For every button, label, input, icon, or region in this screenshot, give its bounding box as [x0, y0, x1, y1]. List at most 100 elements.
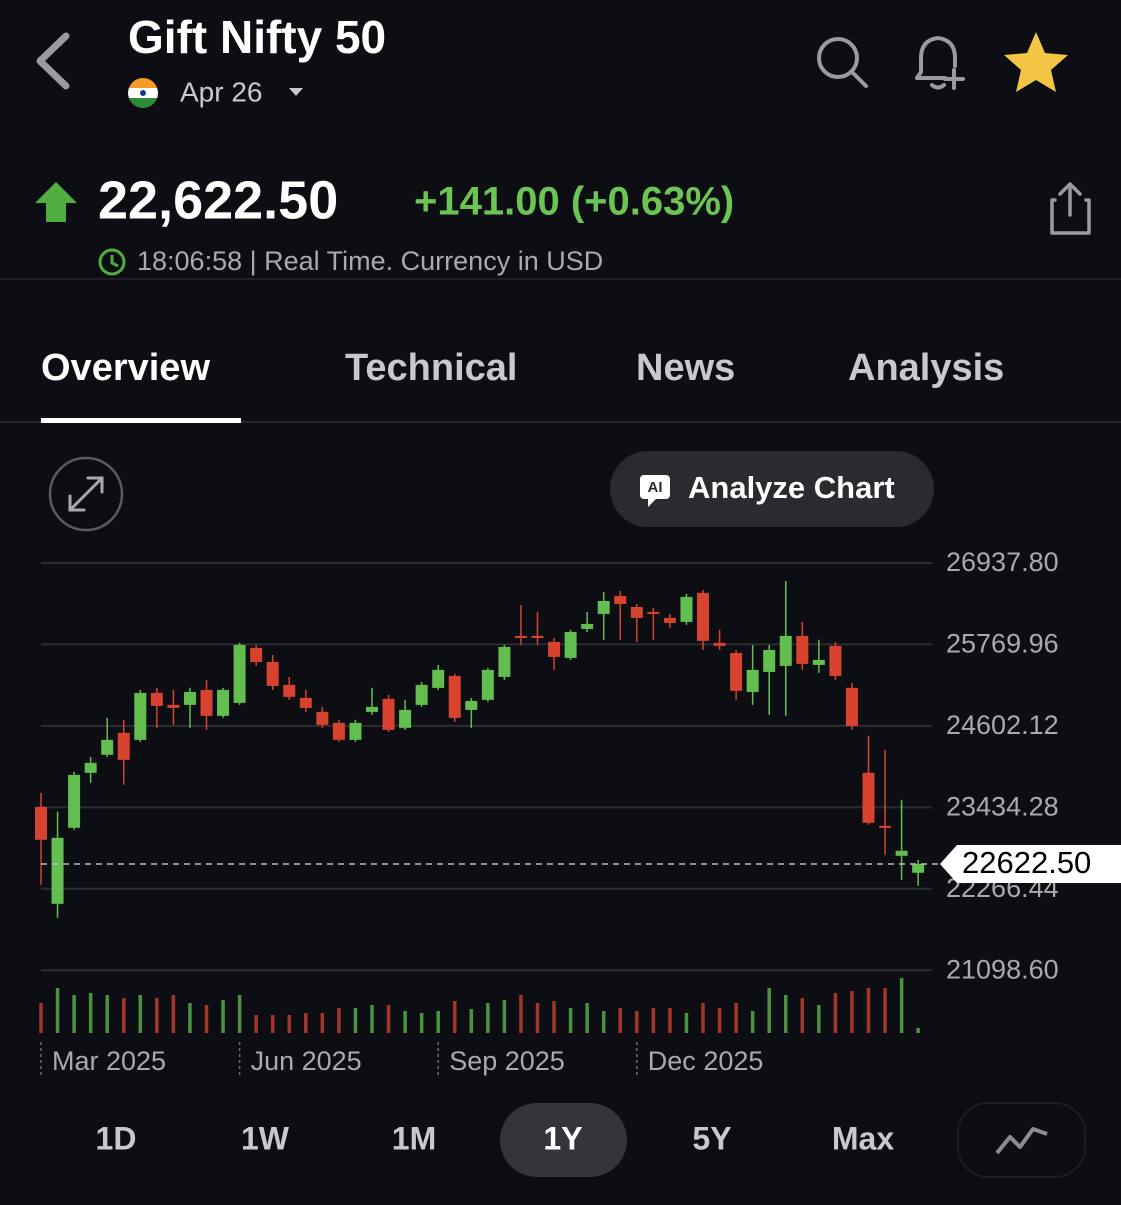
candle-body — [134, 692, 147, 740]
candle-body — [912, 863, 925, 873]
line-chart-icon[interactable] — [995, 1127, 1048, 1155]
price: 22,622.50 — [98, 170, 338, 230]
title: Gift Nifty 50 — [128, 11, 386, 63]
analyze-chart-button[interactable] — [610, 451, 934, 527]
back-button[interactable] — [36, 32, 70, 90]
volume-bar — [453, 1001, 457, 1033]
ai-badge-tail — [648, 499, 656, 507]
volume-bar — [486, 1003, 490, 1033]
candle-body — [829, 645, 842, 676]
volume-bar — [916, 1028, 920, 1033]
ai-badge — [640, 475, 670, 499]
range-button[interactable]: 5Y — [692, 1120, 731, 1156]
range-button[interactable]: 1W — [241, 1120, 290, 1156]
candle-body — [316, 711, 329, 725]
chart-style-button[interactable] — [957, 1102, 1086, 1178]
candle-body — [746, 669, 759, 692]
candle-body — [597, 600, 610, 614]
range-button[interactable]: Max — [832, 1120, 894, 1156]
active-tab-underline — [41, 418, 241, 423]
range-button[interactable]: 1M — [392, 1120, 436, 1156]
volume-bar — [601, 1011, 606, 1033]
volume-bar — [403, 1011, 407, 1033]
dropdown-caret[interactable] — [289, 88, 303, 96]
range-button[interactable]: 1Y — [543, 1120, 582, 1156]
volume-bar — [817, 1005, 821, 1033]
candle-body — [630, 606, 643, 618]
chart: 26937.8025769.9624602.1223434.2822266.44… — [35, 547, 1121, 1076]
alert-icon[interactable] — [915, 36, 965, 90]
volume-bar — [122, 998, 126, 1033]
volume-bar — [254, 1015, 258, 1033]
watchlist-star[interactable] — [1004, 32, 1068, 92]
candle-body — [84, 762, 97, 773]
volume-bar — [171, 995, 176, 1033]
volume-bar — [750, 1011, 755, 1033]
share-icon[interactable] — [1050, 182, 1091, 235]
candle-body — [432, 669, 445, 688]
tab[interactable]: Technical — [345, 347, 517, 389]
volume-bar — [386, 1005, 391, 1033]
search-icon[interactable] — [817, 37, 868, 88]
tab[interactable]: Overview — [41, 347, 210, 389]
y-tick-label: 24602.12 — [946, 710, 1059, 740]
volume-bar — [635, 1011, 639, 1033]
volume-bar — [833, 993, 838, 1033]
active-range-pill — [500, 1103, 627, 1177]
candle-body — [796, 635, 809, 664]
volume-bar — [155, 998, 159, 1033]
volume-bar — [519, 995, 523, 1033]
range-button[interactable]: 1D — [96, 1120, 137, 1156]
candle-body — [101, 739, 114, 755]
volume-bar — [784, 995, 788, 1033]
candle-body — [548, 641, 561, 657]
candle-body — [845, 687, 858, 726]
y-tick-label: 25769.96 — [946, 629, 1059, 659]
volume-bar — [883, 988, 887, 1033]
volume-bar — [618, 1008, 622, 1033]
candle-body — [299, 697, 312, 708]
candle-body — [581, 623, 594, 629]
tab[interactable]: News — [636, 347, 735, 389]
volume-bar — [734, 1003, 738, 1033]
volume-bar — [800, 998, 805, 1033]
y-tick-label: 21098.60 — [946, 954, 1059, 984]
flag-india — [128, 78, 158, 108]
x-tick-label: Dec 2025 — [648, 1046, 764, 1076]
up-arrow — [35, 182, 77, 222]
candle-body — [200, 689, 213, 716]
candle-body — [895, 850, 908, 856]
volume-bar — [436, 1011, 440, 1033]
volume-bar — [204, 1005, 209, 1033]
tab[interactable]: Analysis — [848, 347, 1004, 389]
candle-body — [250, 647, 263, 662]
volume-bar — [287, 1015, 291, 1033]
candle-body — [332, 722, 345, 740]
volume-bar — [270, 1015, 275, 1033]
candle-body — [266, 661, 279, 686]
candle-body — [382, 698, 395, 730]
volume-bar — [55, 988, 60, 1033]
volume-bar — [337, 1008, 341, 1033]
volume-bar — [568, 1008, 573, 1033]
candle-body — [763, 649, 776, 672]
date-selector[interactable]: Apr 26 — [180, 76, 263, 107]
volume-bar — [188, 1003, 192, 1033]
x-tick-label: Jun 2025 — [251, 1046, 362, 1076]
volume-bar — [304, 1013, 308, 1033]
volume-bar — [138, 995, 143, 1033]
candle-body — [448, 675, 461, 718]
volume-bar — [866, 988, 871, 1033]
candle-body — [51, 837, 64, 904]
candle-body — [465, 700, 478, 710]
analyze-chart-label[interactable]: Analyze Chart — [688, 470, 895, 505]
volume-bar — [701, 1003, 705, 1033]
last-price-label: 22622.50 — [962, 845, 1091, 880]
volume-bar — [535, 1003, 540, 1033]
change: +141.00 (+0.63%) — [414, 180, 734, 224]
candle-body — [399, 709, 412, 728]
expand-button[interactable] — [48, 456, 124, 532]
volume-bar — [72, 995, 76, 1033]
candle-body — [183, 691, 196, 705]
volume-bar — [651, 1008, 656, 1033]
